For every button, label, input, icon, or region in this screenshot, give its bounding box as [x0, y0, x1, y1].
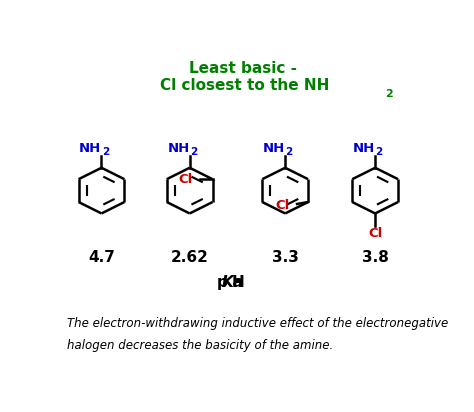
Text: Cl: Cl — [368, 227, 383, 240]
Text: 3.8: 3.8 — [362, 250, 389, 265]
Text: 2: 2 — [190, 147, 197, 157]
Text: Least basic -: Least basic - — [189, 61, 297, 75]
Text: 4.7: 4.7 — [88, 250, 115, 265]
Text: NH: NH — [263, 142, 285, 155]
Text: p: p — [217, 275, 228, 290]
Text: 2.62: 2.62 — [171, 250, 209, 265]
Text: 2: 2 — [375, 147, 383, 157]
Text: NH: NH — [79, 142, 101, 155]
Text: Cl: Cl — [275, 199, 290, 212]
Text: 2: 2 — [102, 147, 109, 157]
Text: 2: 2 — [385, 89, 393, 99]
Text: halogen decreases the basicity of the amine.: halogen decreases the basicity of the am… — [66, 339, 333, 351]
Text: 3.3: 3.3 — [272, 250, 299, 265]
Text: Ka: Ka — [221, 275, 243, 290]
Text: H: H — [231, 275, 244, 290]
Text: Cl: Cl — [179, 173, 193, 186]
Text: NH: NH — [353, 142, 375, 155]
Text: 2: 2 — [285, 147, 293, 157]
Text: The electron-withdrawing inductive effect of the electronegative: The electron-withdrawing inductive effec… — [66, 317, 448, 330]
Text: Cl closest to the NH: Cl closest to the NH — [160, 78, 329, 93]
Text: NH: NH — [167, 142, 190, 155]
